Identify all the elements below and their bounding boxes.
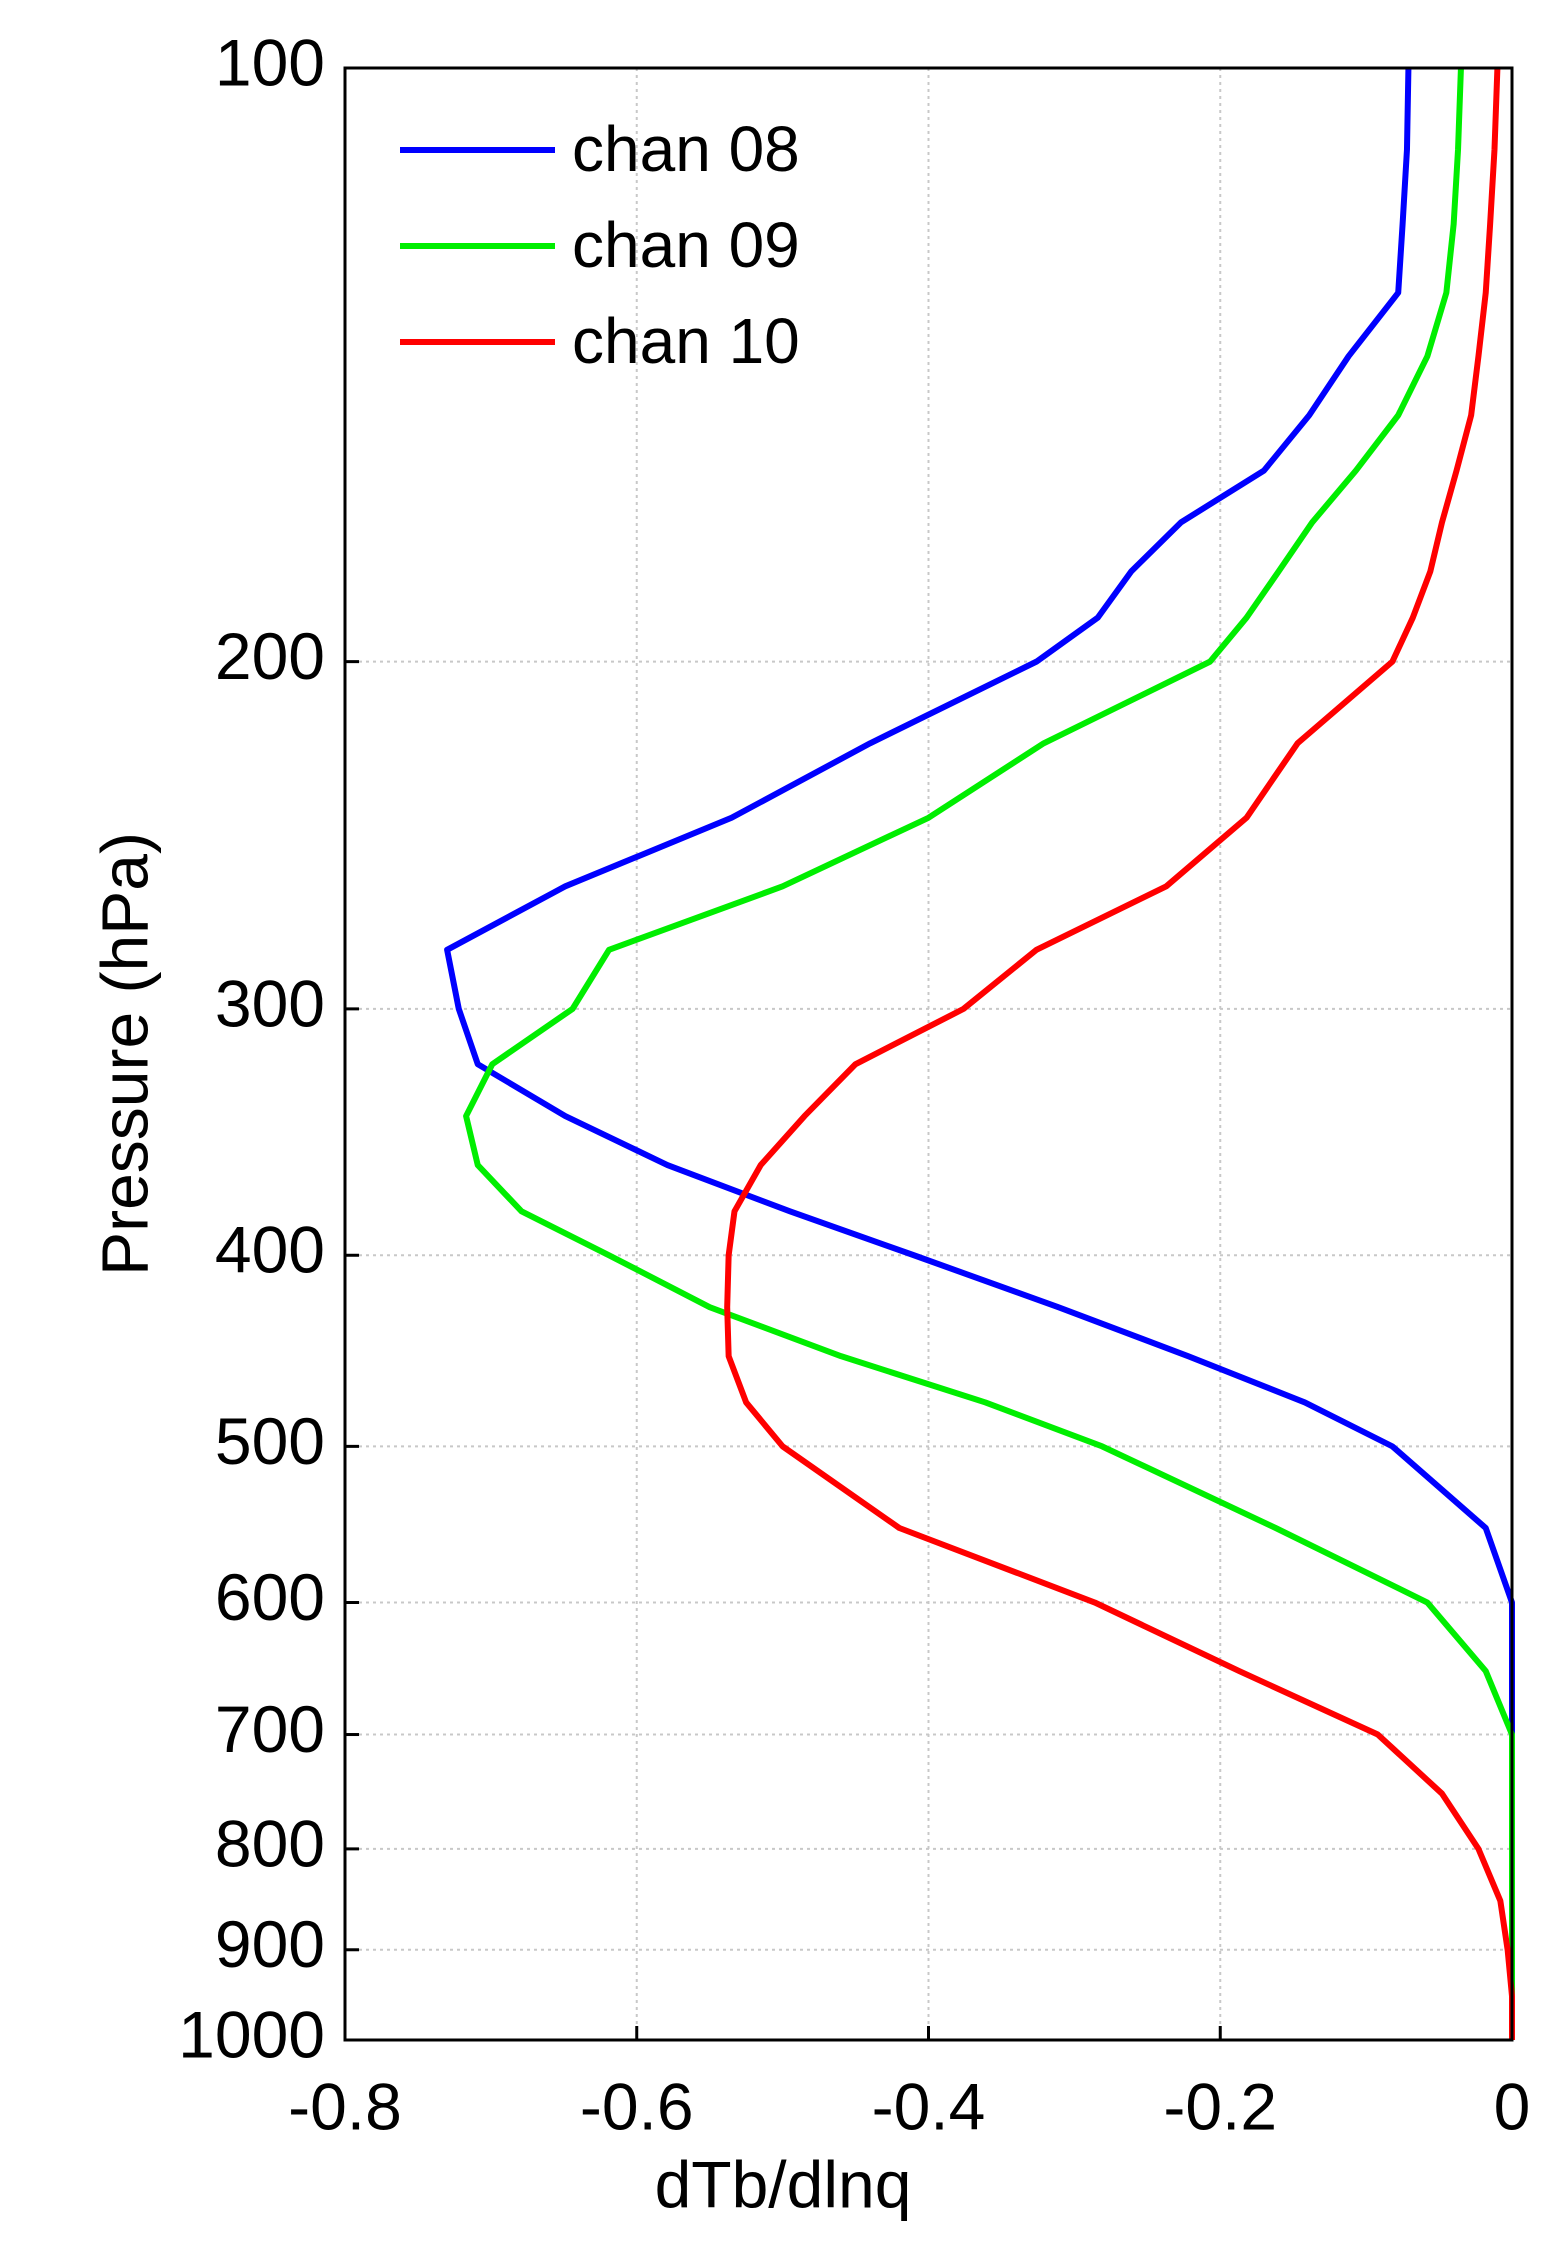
- data-line: [724, 67, 1515, 2040]
- y-tick-label: 1000: [178, 1997, 325, 2071]
- legend-label: chan 08: [572, 113, 800, 185]
- legend-label: chan 10: [572, 305, 800, 377]
- plot-frame: [343, 66, 1514, 2042]
- y-tick-label: 800: [215, 1806, 325, 1880]
- y-tick-label: 700: [215, 1692, 325, 1766]
- x-tick-label: 0: [1494, 2069, 1531, 2143]
- legend-label: chan 09: [572, 209, 800, 281]
- y-axis-label: Pressure (hPa): [87, 832, 161, 1276]
- y-tick-label: 900: [215, 1907, 325, 1981]
- y-tick-label: 400: [215, 1213, 325, 1287]
- x-tick-label: -0.4: [872, 2069, 986, 2143]
- y-tick-label: 100: [215, 25, 325, 99]
- x-tick-label: -0.2: [1163, 2069, 1277, 2143]
- y-tick-label: 500: [215, 1404, 325, 1478]
- x-axis-label: dTb/dlnq: [655, 2147, 912, 2221]
- x-tick-label: -0.8: [288, 2069, 402, 2143]
- y-tick-label: 300: [215, 966, 325, 1040]
- y-tick-label: 200: [215, 619, 325, 693]
- x-tick-label: -0.6: [580, 2069, 694, 2143]
- y-tick-label: 600: [215, 1560, 325, 1634]
